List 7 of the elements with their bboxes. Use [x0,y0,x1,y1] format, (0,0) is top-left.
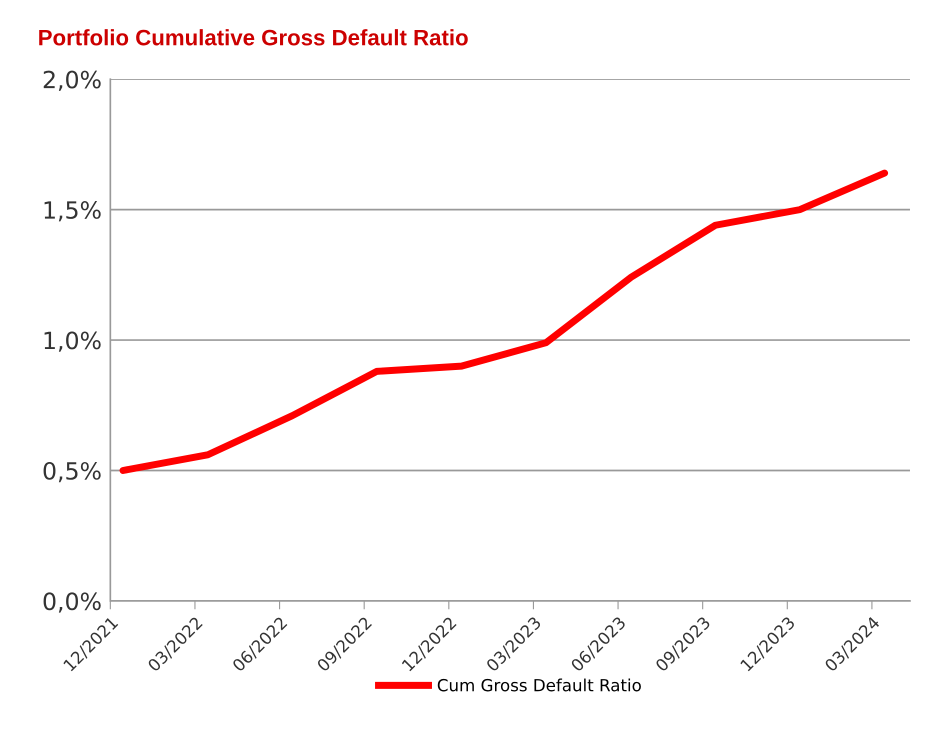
y-tick-label: 0,5% [44,462,101,482]
y-tick-label: 1,5% [44,201,101,222]
y-tick-label: 0,0% [44,592,101,613]
chart-title: Portfolio Cumulative Gross Default Ratio [39,29,468,46]
y-tick-label: 2,0% [44,70,101,91]
y-tick-label: 1,0% [44,332,101,352]
legend-label: Cum Gross Default Ratio [438,678,641,692]
